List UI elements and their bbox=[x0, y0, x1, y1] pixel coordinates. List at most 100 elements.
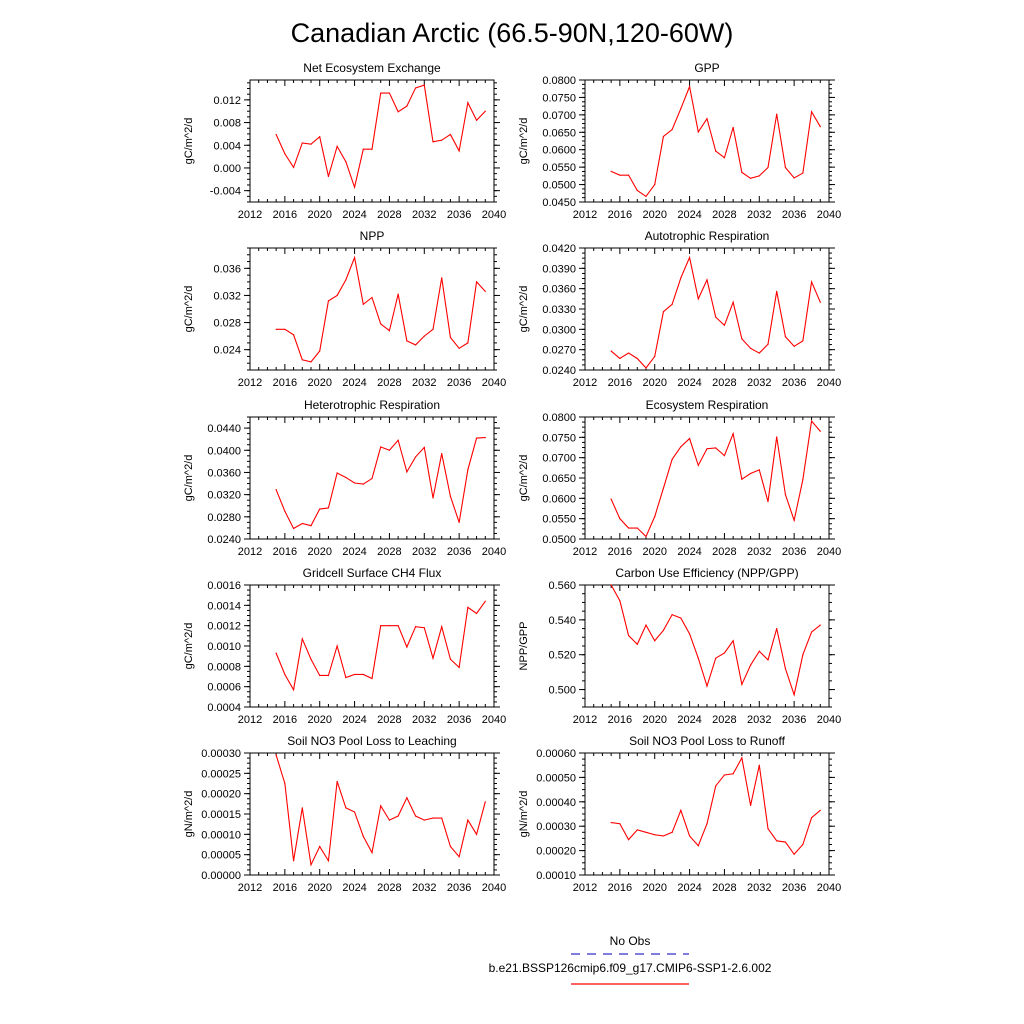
data-point bbox=[645, 624, 647, 626]
data-point bbox=[414, 344, 417, 346]
data-point bbox=[662, 629, 665, 631]
data-point bbox=[619, 823, 621, 825]
data-point bbox=[353, 482, 356, 484]
data-point bbox=[275, 652, 277, 654]
data-point bbox=[732, 433, 734, 435]
data-point bbox=[793, 345, 795, 347]
data-point bbox=[371, 677, 373, 680]
panel-carbon-use-efficiency-npp-gpp: Carbon Use Efficiency (NPP/GPP) 2012 2016 2… bbox=[518, 566, 841, 726]
y-tick-label: 0.0240 bbox=[542, 365, 576, 377]
y-tick-label: 0.036 bbox=[213, 263, 241, 275]
x-tick-label: 2036 bbox=[447, 882, 471, 894]
data-point bbox=[706, 118, 708, 120]
data-point bbox=[275, 133, 277, 136]
data-point bbox=[362, 835, 364, 837]
data-point bbox=[776, 627, 778, 630]
data-point bbox=[723, 157, 726, 159]
data-point bbox=[749, 664, 752, 666]
y-tick-label: 0.0004 bbox=[207, 702, 241, 714]
data-point bbox=[732, 301, 734, 303]
y-tick-label: 0.560 bbox=[548, 580, 576, 592]
data-point bbox=[802, 340, 804, 342]
data-point bbox=[380, 625, 382, 627]
data-point bbox=[819, 809, 821, 811]
x-tick-label: 2016 bbox=[608, 546, 632, 558]
data-point bbox=[723, 455, 726, 457]
panels: Net Ecosystem Exchange 2012 2016 2020 2024 20… bbox=[183, 61, 841, 894]
x-tick-label: 2016 bbox=[273, 882, 297, 894]
y-axis-label: gC/m^2/d bbox=[183, 286, 195, 333]
data-point bbox=[284, 782, 286, 785]
data-point bbox=[397, 293, 399, 295]
data-point bbox=[484, 436, 486, 439]
y-tick-label: 0.00050 bbox=[536, 772, 576, 784]
y-tick-label: 0.520 bbox=[548, 650, 576, 662]
series-line bbox=[275, 436, 486, 530]
panel-title: Ecosystem Respiration bbox=[646, 398, 769, 412]
data-point bbox=[397, 439, 399, 441]
x-tick-label: 2028 bbox=[712, 546, 736, 558]
data-point bbox=[301, 522, 303, 525]
x-tick-label: 2032 bbox=[747, 714, 771, 726]
y-axis-label: gC/m^2/d bbox=[183, 455, 195, 502]
data-point bbox=[319, 845, 321, 848]
data-point bbox=[275, 754, 277, 756]
data-point bbox=[327, 300, 330, 302]
data-point bbox=[458, 666, 460, 668]
x-tick-label: 2040 bbox=[817, 209, 841, 221]
x-tick-label: 2028 bbox=[712, 377, 736, 389]
y-tick-label: 0.0360 bbox=[542, 284, 576, 296]
data-point bbox=[327, 507, 330, 509]
data-point bbox=[688, 437, 691, 440]
x-tick-label: 2024 bbox=[677, 546, 701, 558]
data-point bbox=[662, 311, 665, 313]
y-axis-label: gC/m^2/d bbox=[183, 118, 195, 165]
data-point bbox=[336, 780, 338, 783]
series-line bbox=[275, 600, 486, 692]
data-point bbox=[627, 352, 630, 354]
y-tick-label: 0.008 bbox=[213, 118, 241, 130]
data-point bbox=[741, 171, 743, 173]
data-point bbox=[741, 338, 743, 340]
data-point bbox=[397, 625, 399, 627]
x-tick-label: 2028 bbox=[377, 209, 401, 221]
data-point bbox=[767, 343, 769, 345]
data-point bbox=[636, 643, 638, 645]
y-tick-label: 0.0450 bbox=[542, 197, 576, 209]
data-point bbox=[484, 110, 486, 112]
data-point bbox=[432, 328, 434, 330]
y-tick-label: 0.500 bbox=[548, 685, 576, 697]
data-point bbox=[810, 817, 813, 819]
panel-ecosystem-respiration: Ecosystem Respiration 2012 2016 2020 2024 202… bbox=[518, 398, 841, 558]
data-point bbox=[475, 119, 478, 121]
plot-frame bbox=[584, 79, 830, 203]
data-point bbox=[336, 294, 338, 297]
y-tick-label: 0.004 bbox=[213, 140, 241, 152]
plot-frame bbox=[584, 752, 830, 876]
y-tick-label: 0.0014 bbox=[207, 600, 241, 612]
data-point bbox=[767, 659, 769, 661]
y-tick-label: 0.0800 bbox=[542, 412, 576, 424]
data-point bbox=[371, 148, 373, 150]
data-point bbox=[310, 143, 312, 145]
x-tick-label: 2028 bbox=[377, 546, 401, 558]
data-point bbox=[680, 107, 682, 110]
data-point bbox=[741, 683, 743, 685]
data-point bbox=[723, 652, 726, 654]
data-point bbox=[406, 646, 408, 648]
data-point bbox=[654, 355, 656, 358]
panel-gpp: GPP 2012 2016 2020 2024 2028 2032 2036 2040 0.045… bbox=[518, 61, 841, 221]
data-point bbox=[732, 640, 734, 642]
y-tick-label: 0.0420 bbox=[542, 243, 576, 255]
data-point bbox=[319, 136, 321, 138]
data-point bbox=[645, 195, 647, 198]
x-tick-label: 2012 bbox=[238, 209, 262, 221]
data-point bbox=[406, 105, 408, 107]
data-point bbox=[819, 624, 821, 626]
y-tick-label: 0.000 bbox=[213, 163, 241, 175]
data-point bbox=[432, 141, 434, 143]
legend: No Obs b.e21.BSSP126cmip6.f09_g17.CMIP6-… bbox=[489, 934, 772, 985]
data-point bbox=[627, 174, 630, 176]
data-point bbox=[388, 330, 391, 332]
x-tick-label: 2024 bbox=[342, 377, 366, 389]
